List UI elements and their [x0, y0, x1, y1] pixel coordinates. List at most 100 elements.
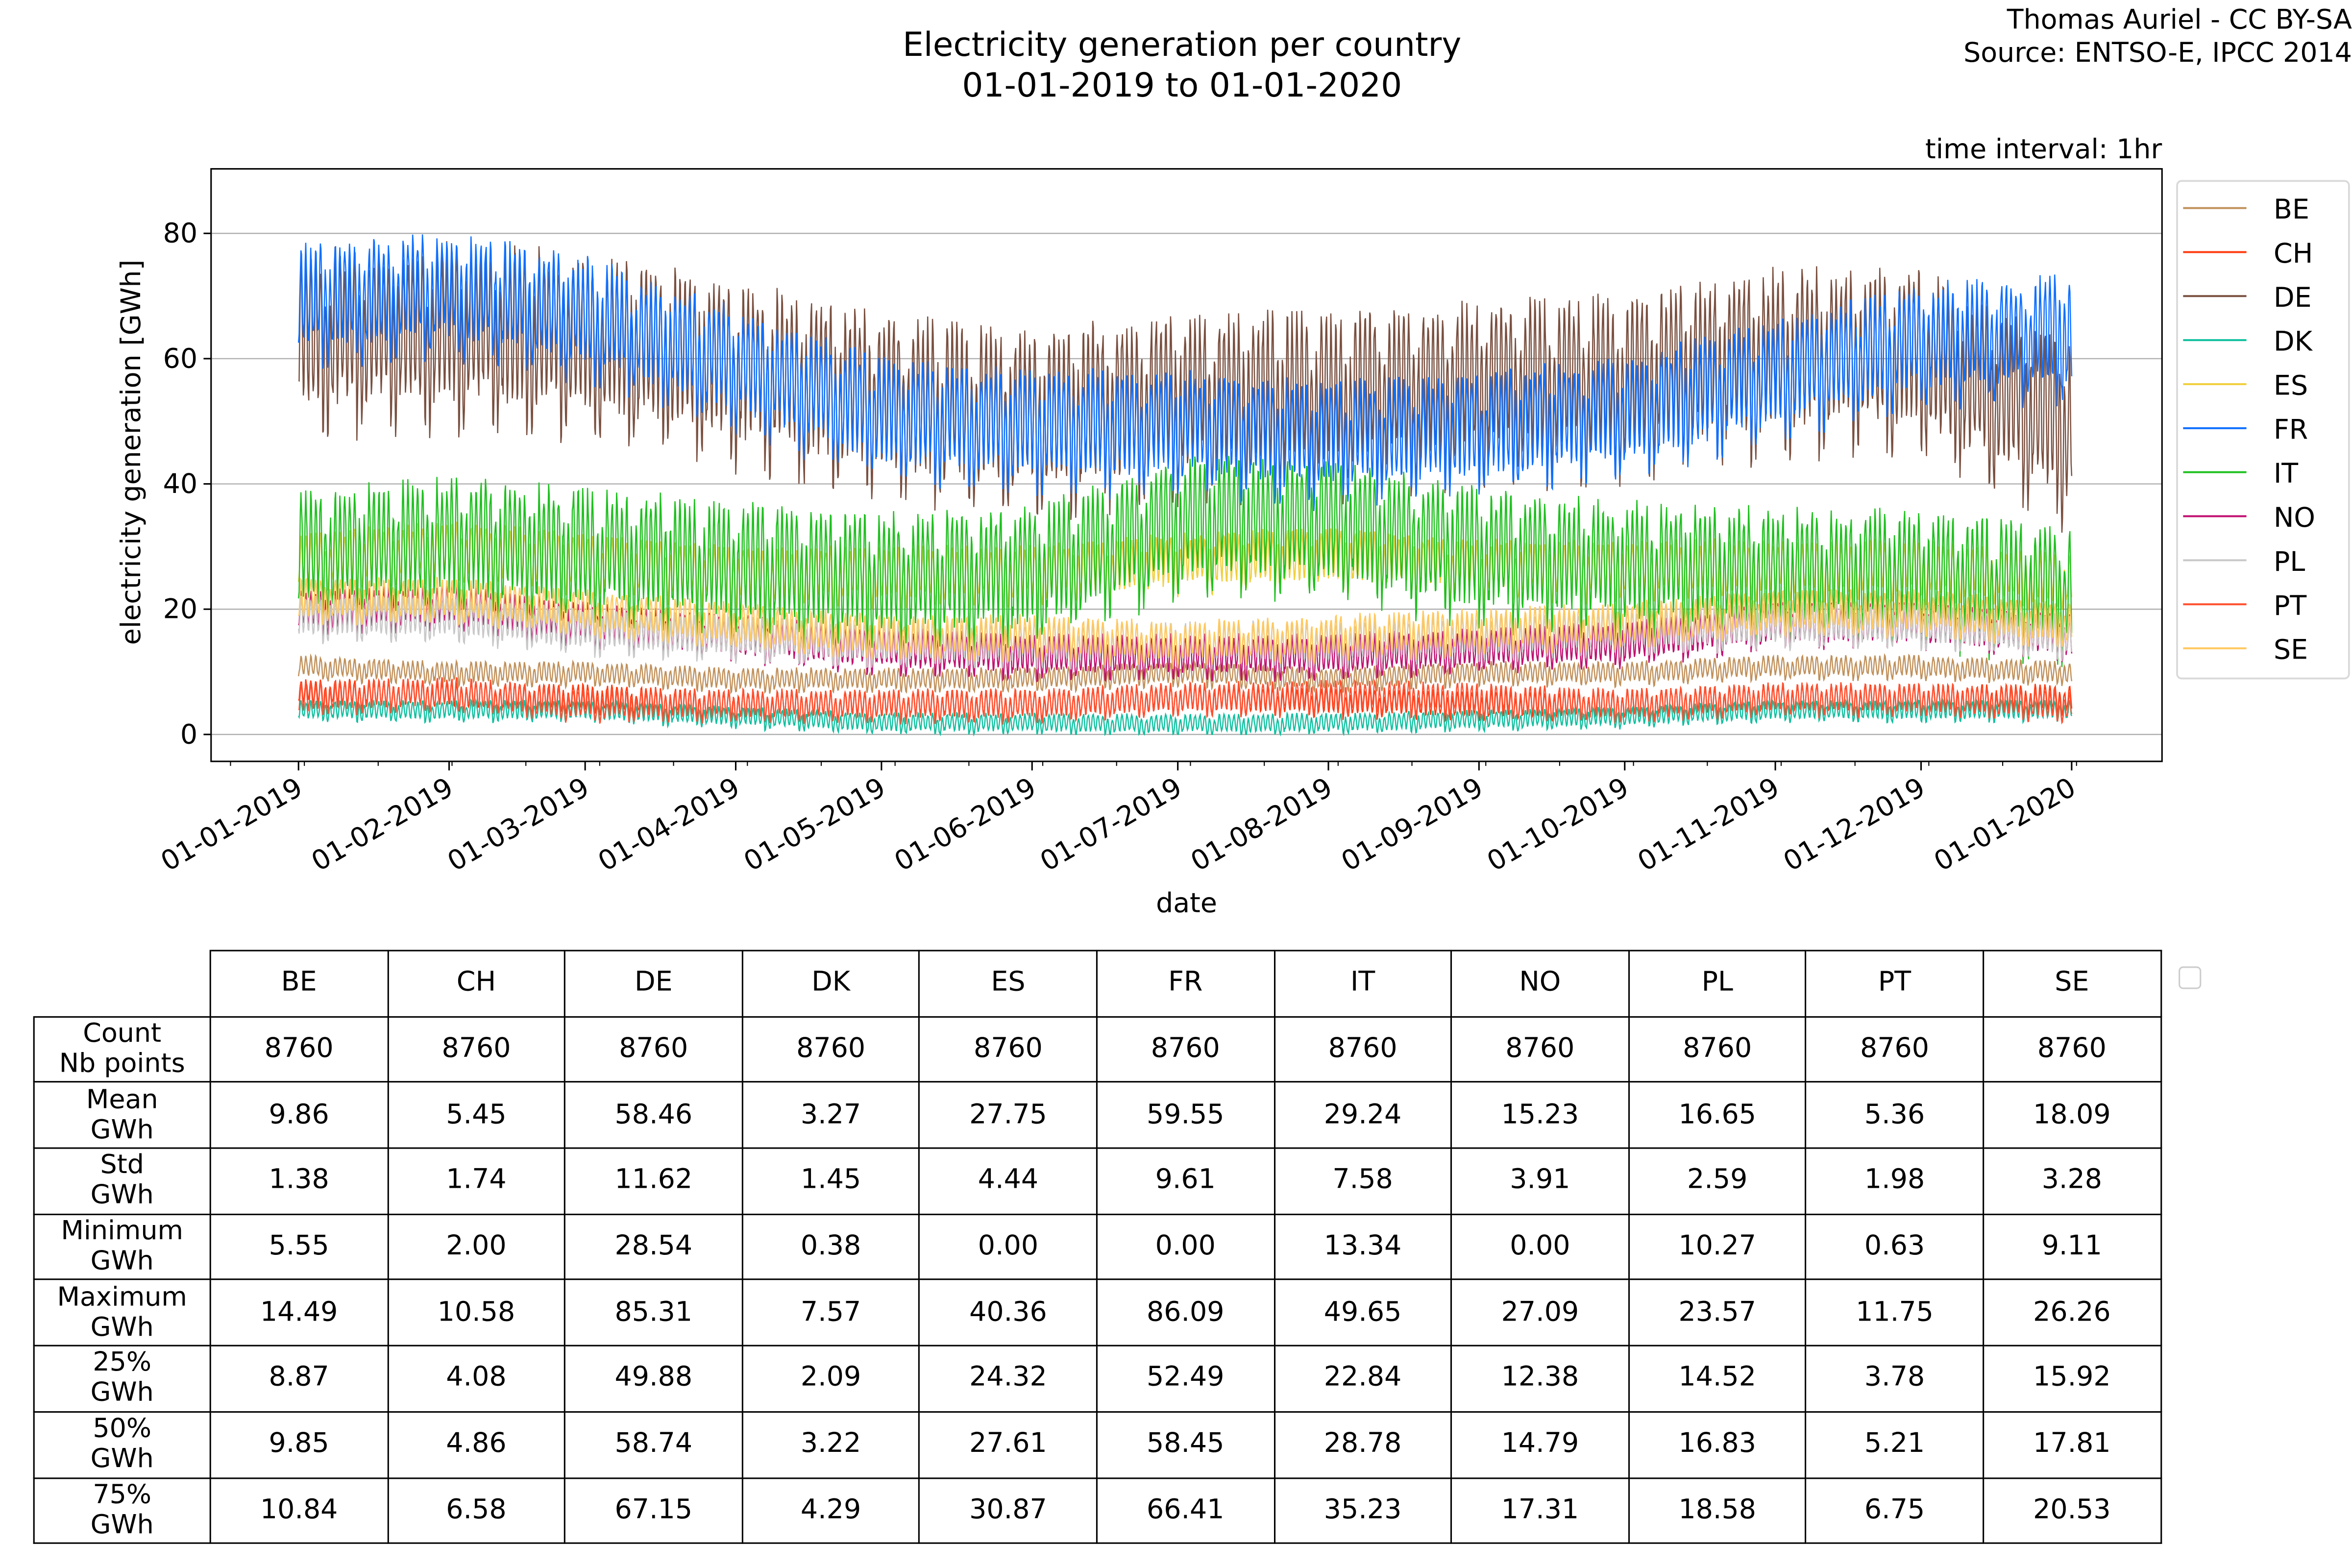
legend: BE CH DE DK ES FR IT NO PL PT SE	[2176, 180, 2350, 680]
table-cell: 8760	[564, 1015, 743, 1083]
row-label-label2: GWh	[90, 1445, 154, 1475]
table-cell: 26.26	[1982, 1279, 2161, 1347]
table-cell: 7.57	[741, 1279, 921, 1347]
row-label: Maximum GWh	[33, 1279, 211, 1347]
credit: Thomas Auriel - CC BY-SA Source: ENTSO-E…	[1963, 4, 2352, 71]
table-cell: 49.65	[1273, 1279, 1452, 1347]
table-cell: 67.15	[564, 1476, 743, 1544]
table-corner	[34, 950, 211, 1017]
x-tick-label: 01-01-2020	[1929, 772, 2081, 878]
x-tick-label: 01-03-2019	[442, 772, 595, 878]
table-cell: 40.36	[918, 1279, 1098, 1347]
row-label-label2: GWh	[90, 1181, 154, 1212]
table-cell: 17.81	[1982, 1411, 2161, 1478]
table-cell: 11.75	[1805, 1279, 1984, 1347]
legend-frame	[2176, 180, 2350, 680]
table-cell: 0.00	[1450, 1213, 1630, 1281]
table-row: 25% GWh 8.87 4.08 49.88 2.09 24.32 52.49 22.84 12…	[33, 1345, 2161, 1413]
x-axis: 01-01-201901-02-201901-03-201901-04-2019…	[156, 761, 2081, 878]
column-header-FR: FR	[1096, 950, 1275, 1017]
table-cell: 5.45	[387, 1081, 566, 1149]
table-cell: 16.83	[1628, 1411, 1807, 1478]
x-tick-label: 01-07-2019	[1035, 772, 1187, 878]
x-tick-label: 01-09-2019	[1336, 772, 1489, 878]
column-header-PL: PL	[1628, 950, 1807, 1017]
table-header-row: BE CH DE DK ES FR IT NO PL PT SE	[34, 950, 2161, 1017]
y-axis: 0 20 40 60 80	[163, 218, 211, 750]
table-cell: 2.09	[741, 1345, 921, 1413]
table-cell: 22.84	[1273, 1345, 1452, 1413]
table-cell: 59.55	[1096, 1081, 1275, 1149]
x-tick-label: 01-11-2019	[1633, 772, 1785, 878]
table-cell: 8760	[1982, 1015, 2161, 1083]
x-tick-label: 01-02-2019	[306, 772, 459, 878]
table-cell: 3.78	[1805, 1345, 1984, 1413]
column-header-PT: PT	[1805, 950, 1984, 1017]
column-header-SE: SE	[1982, 950, 2161, 1017]
legend-label: FR	[2274, 414, 2308, 445]
column-header-DE: DE	[564, 950, 743, 1017]
row-label-label2: GWh	[90, 1313, 154, 1343]
title-line-1: Electricity generation per country	[903, 27, 1462, 65]
x-tick-label: 01-06-2019	[889, 772, 1042, 878]
row-label: 25% GWh	[33, 1345, 211, 1413]
table-row: Count Nb points 8760 8760 8760 8760 8760 8760 87…	[33, 1015, 2161, 1083]
table-cell: 66.41	[1096, 1476, 1275, 1544]
table-legend-checkbox	[2179, 966, 2202, 989]
table-cell: 10.27	[1628, 1213, 1807, 1281]
series-line-FR	[297, 234, 2073, 512]
table-cell: 9.61	[1096, 1147, 1275, 1215]
legend-label: NO	[2274, 502, 2315, 534]
table-cell: 3.22	[741, 1411, 921, 1478]
y-tick-label: 60	[163, 343, 197, 374]
series-line-IT	[298, 456, 2073, 667]
chart-title: Electricity generation per country 01-01…	[0, 25, 2352, 107]
row-label: Minimum GWh	[33, 1213, 211, 1281]
row-label-label2: Nb points	[59, 1049, 185, 1080]
time-interval-label: time interval: 1hr	[1925, 134, 2162, 166]
column-header-BE: BE	[209, 950, 389, 1017]
table-cell: 0.63	[1805, 1213, 1984, 1281]
row-label-label1: Std	[100, 1151, 144, 1181]
table-cell: 0.00	[1096, 1213, 1275, 1281]
table-cell: 1.74	[387, 1147, 566, 1215]
table-cell: 58.46	[564, 1081, 743, 1149]
row-label-label1: 75%	[93, 1480, 152, 1511]
table-cell: 9.86	[209, 1081, 389, 1149]
table-cell: 28.78	[1273, 1411, 1452, 1478]
table-cell: 8760	[1628, 1015, 1807, 1083]
legend-label: CH	[2274, 238, 2313, 270]
x-tick-label: 01-08-2019	[1186, 772, 1338, 878]
table-cell: 2.59	[1628, 1147, 1807, 1215]
table-cell: 8760	[387, 1015, 566, 1083]
legend-label: PL	[2274, 546, 2305, 578]
y-tick-label: 0	[180, 719, 197, 750]
column-header-NO: NO	[1450, 950, 1630, 1017]
table-cell: 14.52	[1628, 1345, 1807, 1413]
table-cell: 3.91	[1450, 1147, 1630, 1215]
table-cell: 27.61	[918, 1411, 1098, 1478]
table-cell: 14.49	[209, 1279, 389, 1347]
table-cell: 8760	[1096, 1015, 1275, 1083]
table-cell: 7.58	[1273, 1147, 1452, 1215]
row-label-label1: Mean	[86, 1085, 158, 1116]
table-cell: 10.84	[209, 1476, 389, 1544]
table-cell: 5.55	[209, 1213, 389, 1281]
table-cell: 4.86	[387, 1411, 566, 1478]
statistics-table: BE CH DE DK ES FR IT NO PL PT SE Count Nb points 8760…	[33, 950, 2161, 1544]
table-cell: 4.29	[741, 1476, 921, 1544]
row-label: Std GWh	[33, 1147, 211, 1215]
table-row: Std GWh 1.38 1.74 11.62 1.45 4.44 9.61 7.58 3.91 2…	[33, 1147, 2161, 1215]
table-cell: 2.00	[387, 1213, 566, 1281]
table-cell: 6.75	[1805, 1476, 1984, 1544]
column-header-IT: IT	[1273, 950, 1452, 1017]
table-cell: 3.28	[1982, 1147, 2161, 1215]
row-label-label1: 25%	[93, 1348, 152, 1379]
axes-frame	[210, 168, 2163, 762]
x-axis-label: date	[1156, 888, 1217, 919]
row-label-label2: GWh	[90, 1510, 154, 1541]
table-cell: 18.58	[1628, 1476, 1807, 1544]
table-cell: 49.88	[564, 1345, 743, 1413]
table-cell: 0.38	[741, 1213, 921, 1281]
